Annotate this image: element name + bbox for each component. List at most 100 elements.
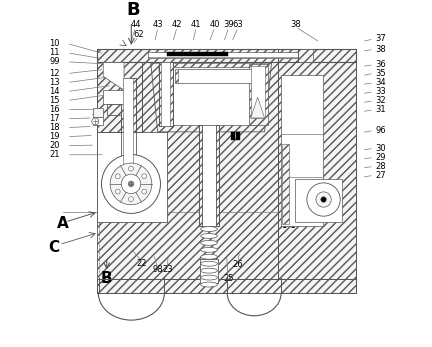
Circle shape xyxy=(316,192,331,207)
Text: 15: 15 xyxy=(49,96,60,105)
Bar xyxy=(97,279,356,293)
Bar xyxy=(251,66,264,118)
Text: A: A xyxy=(57,216,69,231)
Ellipse shape xyxy=(201,261,217,266)
Text: B: B xyxy=(127,1,140,19)
Text: 25: 25 xyxy=(223,274,233,283)
Text: 16: 16 xyxy=(49,105,60,114)
Text: 32: 32 xyxy=(375,96,386,105)
Bar xyxy=(161,62,170,126)
Bar xyxy=(97,279,356,293)
Polygon shape xyxy=(151,63,272,132)
Text: 99: 99 xyxy=(49,57,60,66)
Text: 23: 23 xyxy=(162,265,173,274)
Bar xyxy=(93,117,103,125)
Circle shape xyxy=(129,166,133,171)
Ellipse shape xyxy=(201,275,217,280)
Circle shape xyxy=(321,197,326,202)
Text: 28: 28 xyxy=(375,162,386,171)
Polygon shape xyxy=(159,68,264,126)
Circle shape xyxy=(128,181,134,187)
Text: 12: 12 xyxy=(49,69,60,78)
Text: 31: 31 xyxy=(375,105,386,114)
Bar xyxy=(175,69,255,83)
Text: 96: 96 xyxy=(375,126,386,135)
Text: 29: 29 xyxy=(375,153,386,162)
Bar xyxy=(279,49,356,293)
Circle shape xyxy=(115,189,120,194)
Bar xyxy=(159,62,173,126)
Ellipse shape xyxy=(201,254,217,259)
Text: 11: 11 xyxy=(49,48,60,57)
Text: B: B xyxy=(101,271,112,286)
Bar xyxy=(200,259,218,283)
Bar xyxy=(282,144,289,224)
Bar xyxy=(231,132,235,140)
Bar xyxy=(295,179,342,222)
Bar xyxy=(281,75,323,226)
Bar xyxy=(159,62,173,126)
Ellipse shape xyxy=(201,268,217,273)
Text: 14: 14 xyxy=(49,87,60,96)
Bar xyxy=(200,259,218,283)
Circle shape xyxy=(129,197,133,202)
Text: 27: 27 xyxy=(375,171,386,180)
Bar xyxy=(199,125,219,226)
Circle shape xyxy=(142,174,146,179)
Text: 22: 22 xyxy=(137,259,147,268)
Bar xyxy=(168,52,228,56)
Text: 39: 39 xyxy=(223,20,234,29)
Text: 41: 41 xyxy=(191,20,201,29)
Bar xyxy=(93,108,103,117)
Bar xyxy=(236,132,240,140)
Text: 13: 13 xyxy=(49,78,60,87)
Text: 19: 19 xyxy=(49,132,60,141)
Text: 21: 21 xyxy=(49,150,60,159)
Text: 40: 40 xyxy=(210,20,220,29)
Bar xyxy=(298,49,313,62)
Circle shape xyxy=(307,183,340,216)
Text: 63: 63 xyxy=(233,20,244,29)
Circle shape xyxy=(115,174,120,179)
Text: 30: 30 xyxy=(375,144,386,153)
Bar xyxy=(199,125,219,226)
Text: 35: 35 xyxy=(375,69,386,78)
Bar xyxy=(97,49,356,293)
Text: 98: 98 xyxy=(152,265,163,274)
Text: 38: 38 xyxy=(290,20,301,29)
Bar xyxy=(97,49,356,62)
Circle shape xyxy=(102,154,160,213)
Text: 33: 33 xyxy=(375,87,386,96)
Polygon shape xyxy=(251,97,264,118)
Circle shape xyxy=(92,118,99,125)
Text: 43: 43 xyxy=(153,20,163,29)
Polygon shape xyxy=(103,62,124,90)
Ellipse shape xyxy=(201,282,217,287)
Bar xyxy=(121,78,136,177)
Bar xyxy=(103,90,124,104)
Text: 10: 10 xyxy=(49,39,60,48)
Text: 42: 42 xyxy=(172,20,182,29)
Bar xyxy=(97,132,167,222)
Bar xyxy=(178,69,252,83)
Text: C: C xyxy=(48,239,60,255)
Text: 20: 20 xyxy=(49,141,60,150)
Text: 44: 44 xyxy=(130,20,141,29)
Text: 37: 37 xyxy=(375,34,386,43)
Bar xyxy=(249,64,268,125)
Bar xyxy=(97,62,143,132)
Ellipse shape xyxy=(201,240,217,245)
Bar xyxy=(121,78,136,177)
Text: 62: 62 xyxy=(133,30,144,39)
Text: 18: 18 xyxy=(49,123,60,132)
Ellipse shape xyxy=(201,247,217,252)
Circle shape xyxy=(110,163,152,205)
Bar xyxy=(97,62,143,132)
Bar xyxy=(202,125,216,226)
Bar xyxy=(107,104,121,115)
Circle shape xyxy=(121,174,141,194)
Text: 36: 36 xyxy=(375,60,386,69)
Text: 26: 26 xyxy=(232,260,243,269)
Text: 34: 34 xyxy=(375,78,386,87)
Bar xyxy=(279,49,356,293)
